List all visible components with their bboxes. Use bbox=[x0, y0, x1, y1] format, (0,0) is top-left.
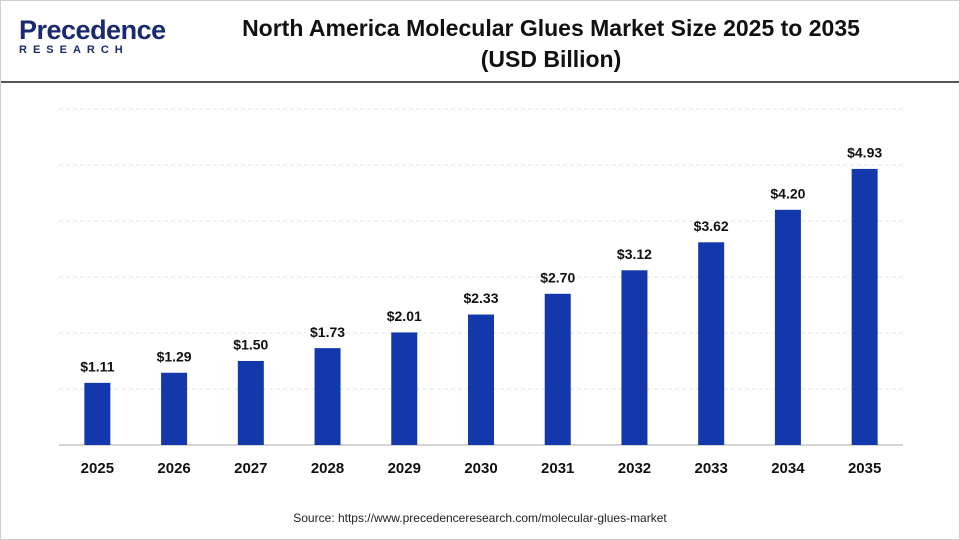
source: Source: https://www.precedenceresearch.c… bbox=[293, 511, 667, 525]
bar bbox=[391, 332, 418, 445]
logo-name: Precedence bbox=[19, 15, 166, 45]
value-label: $1.50 bbox=[233, 337, 268, 353]
chart-title: North America Molecular Glues Market Siz… bbox=[242, 15, 860, 72]
bar bbox=[621, 270, 648, 445]
bar bbox=[544, 293, 571, 445]
value-label: $1.29 bbox=[157, 348, 192, 364]
x-tick-label: 2033 bbox=[694, 460, 727, 477]
value-label: $4.20 bbox=[770, 186, 805, 202]
x-tick-label: 2028 bbox=[311, 460, 344, 477]
bar bbox=[851, 168, 878, 446]
value-label: $4.93 bbox=[847, 145, 882, 161]
logo-tagline: RESEARCH bbox=[19, 44, 129, 56]
logo: Precedence RESEARCH bbox=[19, 15, 166, 57]
x-tick-label: 2032 bbox=[618, 460, 651, 477]
x-tick-label: 2029 bbox=[388, 460, 421, 477]
value-label: $3.62 bbox=[694, 218, 729, 234]
x-tick-label: 2027 bbox=[234, 460, 267, 477]
value-label: $2.33 bbox=[463, 290, 498, 306]
bar bbox=[468, 314, 494, 445]
value-label: $2.70 bbox=[540, 270, 575, 286]
x-tick-label: 2025 bbox=[81, 460, 114, 477]
x-tick-label: 2035 bbox=[848, 460, 881, 477]
value-label: $2.01 bbox=[387, 308, 422, 324]
value-label: $1.11 bbox=[80, 359, 114, 375]
x-tick-label: 2030 bbox=[464, 460, 497, 477]
x-tick-label: 2026 bbox=[157, 460, 190, 477]
bar bbox=[314, 348, 341, 445]
bar bbox=[237, 361, 264, 445]
header-rule bbox=[1, 81, 959, 83]
value-label: $3.12 bbox=[617, 246, 652, 262]
bar bbox=[698, 242, 725, 445]
bar bbox=[161, 372, 188, 445]
bar bbox=[774, 209, 801, 445]
x-tick-label: 2034 bbox=[771, 460, 805, 477]
value-label: $1.73 bbox=[310, 324, 345, 340]
x-tick-label: 2031 bbox=[541, 460, 574, 477]
bar bbox=[84, 382, 111, 445]
